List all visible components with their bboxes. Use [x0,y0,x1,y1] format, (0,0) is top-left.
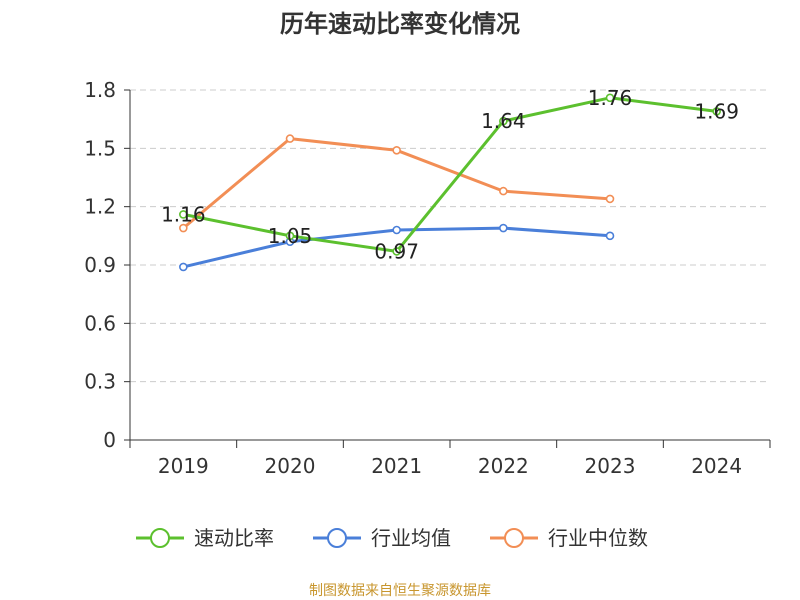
data-label: 0.97 [374,239,419,263]
data-point [499,223,508,233]
legend-label: 行业中位数 [548,526,648,550]
series-line-0 [183,96,717,253]
data-point [712,107,721,116]
legend-item: 速动比率 [136,526,274,550]
legend-marker [327,528,347,548]
data-point [392,247,401,256]
x-tick-label: 2024 [691,454,742,478]
data-point [605,231,615,241]
x-tick-label: 2021 [371,454,422,478]
data-label: 1.16 [161,202,206,226]
data-point [179,262,188,272]
legend-item: 行业中位数 [490,526,648,550]
legend-marker [150,528,170,548]
data-label: 1.64 [481,109,526,133]
data-point [605,194,615,204]
data-point [285,134,295,143]
data-point [392,145,401,155]
legend-label: 速动比率 [194,526,274,550]
legend-label: 行业均值 [371,526,451,550]
x-tick-label: 2023 [585,454,636,478]
data-point [179,210,188,219]
y-tick-label: 0.6 [84,311,116,335]
x-tick-label: 2022 [478,454,529,478]
y-tick-label: 1.8 [84,78,116,102]
data-label: 1.76 [588,86,633,110]
data-label-layer: 1.16 1.05 0.97 1.64 1.76 1.69 [161,86,739,264]
legend-item: 行业均值 [313,526,451,550]
x-tick-label: 2019 [158,454,209,478]
x-tick-label: 2020 [265,454,316,478]
data-label: 1.05 [268,224,313,248]
y-tick-label: 1.2 [84,195,116,219]
legend: 速动比率 行业均值 行业中位数 [136,526,648,550]
source-note: 制图数据来自恒生聚源数据库 [309,583,491,599]
series-layer [179,93,721,272]
y-tick-label: 0 [103,428,116,452]
y-tick-label: 1.5 [84,136,116,160]
axis-layer: 0 0.3 0.6 0.9 1.2 1.5 1.8 2019 2020 2021 2022 2023 2… [84,78,771,478]
legend-marker [504,528,524,548]
data-point [605,93,615,103]
data-point [179,223,188,233]
data-point [285,231,295,241]
y-tick-label: 0.3 [84,370,116,394]
data-label: 1.69 [694,99,739,123]
y-tick-label: 0.9 [84,253,116,277]
data-point [499,116,508,126]
chart-title: 历年速动比率变化情况 [280,10,520,38]
data-point [499,186,508,196]
data-point [392,225,401,235]
grid-layer [130,89,770,383]
